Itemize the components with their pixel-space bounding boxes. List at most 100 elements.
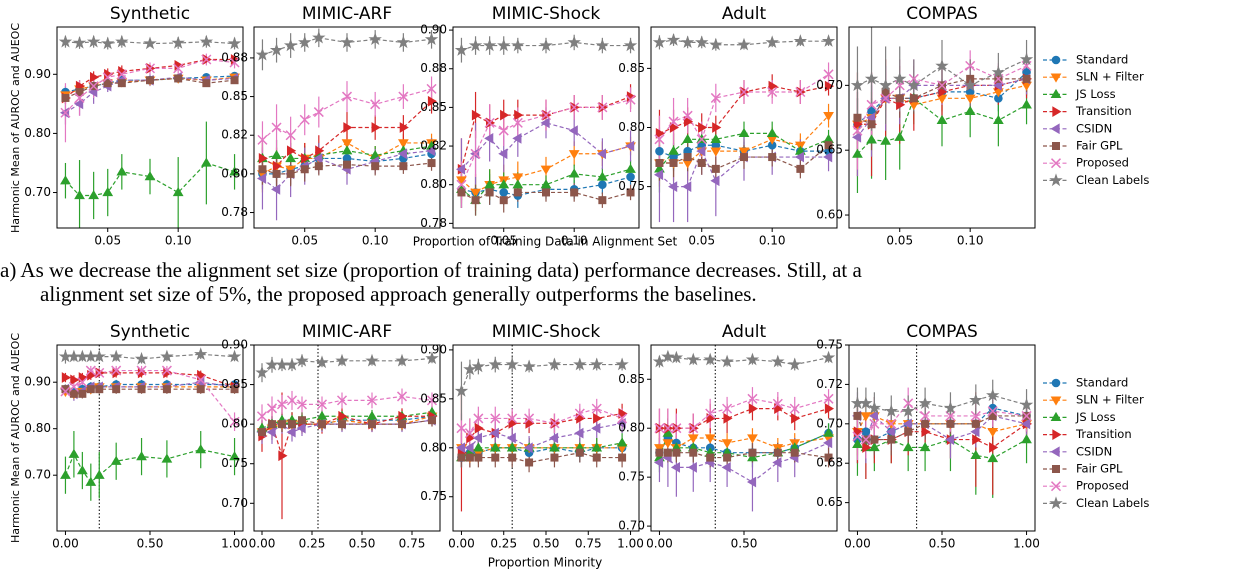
marker	[74, 189, 85, 200]
marker	[468, 38, 483, 52]
y-tick-label: 0.70	[618, 519, 645, 533]
caption-line: a) As we decrease the alignment set size…	[0, 258, 862, 282]
marker	[368, 420, 376, 429]
legend-label: Proposed	[1076, 156, 1129, 170]
marker	[574, 427, 584, 439]
legend-marker	[1050, 481, 1062, 492]
marker	[852, 431, 863, 442]
marker	[689, 448, 698, 457]
marker	[512, 132, 522, 144]
marker	[936, 80, 948, 91]
marker	[670, 461, 681, 473]
marker	[490, 413, 501, 424]
marker	[343, 122, 353, 133]
marker	[616, 417, 626, 429]
series-line	[65, 369, 236, 423]
marker	[737, 37, 751, 51]
marker	[68, 381, 79, 392]
marker	[903, 398, 914, 409]
marker	[894, 131, 906, 141]
legend-marker	[1052, 465, 1060, 473]
marker	[368, 32, 382, 46]
marker	[866, 112, 876, 124]
marker	[300, 165, 309, 174]
marker	[93, 469, 105, 479]
marker	[696, 145, 706, 157]
marker	[867, 401, 882, 414]
marker	[457, 453, 466, 462]
series-line	[262, 419, 433, 433]
marker	[569, 102, 580, 113]
marker	[964, 94, 976, 104]
legend-label: SLN + Filter	[1076, 70, 1144, 84]
marker	[370, 99, 381, 110]
marker	[671, 423, 682, 434]
marker	[109, 349, 123, 363]
marker	[970, 410, 981, 421]
y-tick-label: 0.80	[618, 421, 645, 435]
x-tick-label: 0.10	[561, 234, 588, 248]
legend-marker	[1052, 142, 1060, 150]
marker	[625, 163, 636, 173]
marker	[195, 444, 207, 454]
marker	[137, 385, 146, 394]
y-tick-label: 0.80	[420, 440, 447, 454]
marker	[902, 418, 912, 430]
marker	[539, 38, 553, 52]
y-tick-label: 0.90	[420, 342, 447, 356]
series-line	[65, 388, 235, 395]
marker	[172, 187, 184, 197]
marker	[904, 427, 913, 436]
marker	[652, 354, 667, 368]
marker	[202, 79, 211, 88]
marker	[513, 188, 522, 197]
marker	[542, 188, 550, 197]
marker	[341, 145, 353, 155]
y-tick-label: 0.85	[618, 372, 645, 386]
marker	[298, 416, 306, 425]
legend-marker	[1050, 446, 1060, 458]
marker	[965, 60, 976, 71]
y-tick-label: 0.90	[24, 67, 51, 81]
y-tick-label: 0.85	[221, 89, 248, 103]
marker	[60, 386, 71, 397]
x-tick-label: 0.50	[929, 537, 956, 551]
marker	[669, 122, 680, 133]
marker	[266, 426, 276, 438]
marker	[398, 420, 406, 429]
marker	[102, 72, 113, 83]
marker	[365, 353, 379, 367]
marker	[286, 426, 296, 438]
marker	[500, 109, 510, 121]
marker	[471, 359, 486, 373]
marker	[86, 34, 101, 48]
marker	[276, 399, 288, 410]
x-tick-label: 0.75	[399, 537, 426, 551]
marker	[399, 162, 408, 171]
marker	[87, 369, 97, 381]
x-axis-label: Proportion Minority	[488, 556, 602, 570]
marker	[861, 427, 871, 436]
marker	[992, 79, 1003, 91]
marker	[992, 114, 1004, 125]
marker	[936, 114, 948, 125]
marker	[230, 385, 239, 394]
marker	[497, 38, 511, 52]
legend-marker	[1050, 73, 1062, 83]
marker	[878, 78, 893, 92]
marker	[935, 58, 949, 72]
marker	[110, 455, 122, 465]
marker	[598, 180, 607, 190]
marker	[256, 411, 268, 422]
marker	[227, 36, 242, 50]
y-tick-label: 0.70	[221, 496, 248, 510]
marker	[399, 122, 409, 133]
y-tick-label: 0.88	[420, 61, 447, 75]
marker	[540, 117, 550, 129]
marker	[597, 102, 608, 113]
marker	[972, 434, 982, 445]
y-tick-label: 0.70	[24, 468, 51, 482]
marker	[680, 35, 695, 49]
marker	[540, 110, 552, 121]
plot-area	[850, 379, 1034, 498]
